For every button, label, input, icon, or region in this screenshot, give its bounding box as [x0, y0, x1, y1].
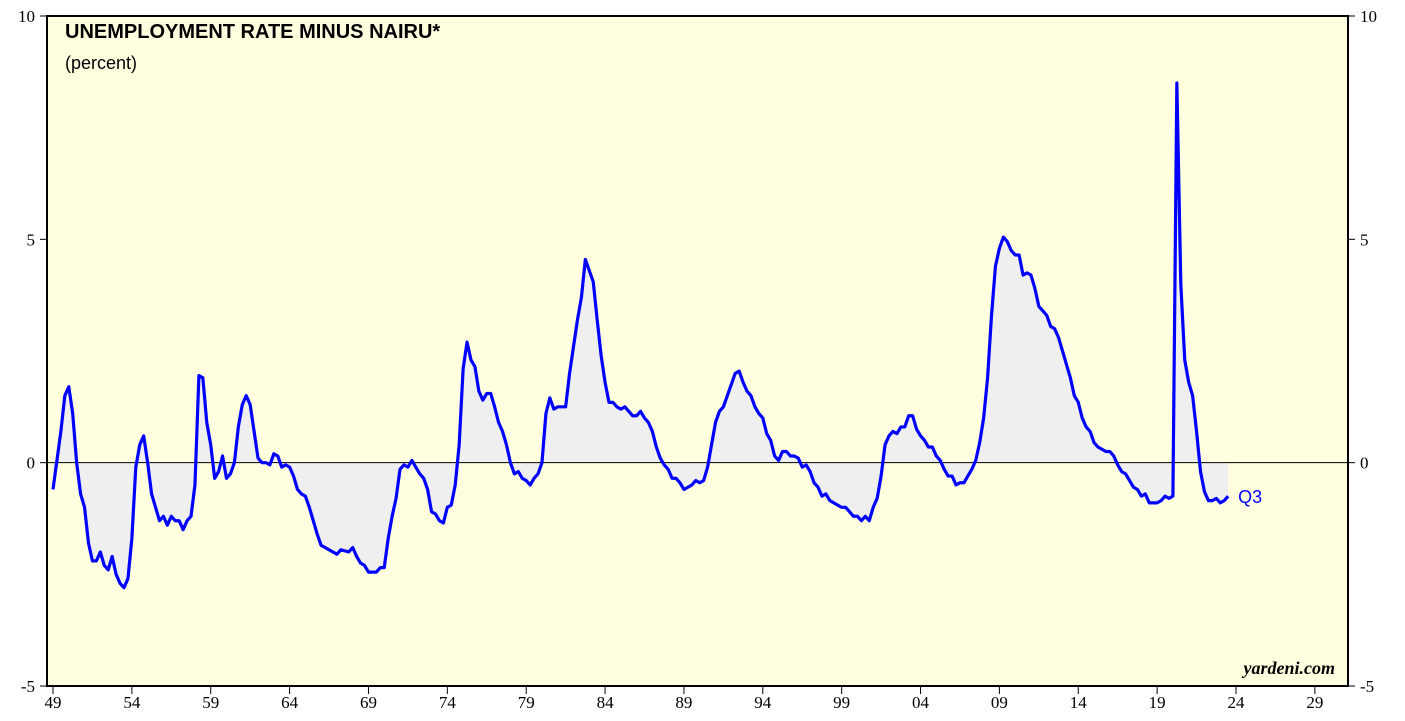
y-tick-label: -5 — [21, 677, 35, 696]
x-tick-label: 19 — [1149, 693, 1166, 712]
y-tick-label: 0 — [27, 454, 36, 473]
x-tick-label: 89 — [675, 693, 692, 712]
y2-tick-label: 5 — [1360, 230, 1369, 249]
x-tick-label: 74 — [439, 693, 457, 712]
x-tick-label: 79 — [518, 693, 535, 712]
y-tick-label: 5 — [27, 230, 36, 249]
chart-subtitle: (percent) — [65, 53, 137, 73]
x-tick-label: 99 — [833, 693, 850, 712]
chart-title: UNEMPLOYMENT RATE MINUS NAIRU* — [65, 21, 440, 43]
area — [52, 83, 1229, 588]
plot-frame — [46, 15, 1349, 687]
x-tick-label: 09 — [991, 693, 1008, 712]
end-annotation: Q3 — [1238, 487, 1262, 507]
y2-tick-label: 10 — [1360, 7, 1377, 26]
y2-tick-label: 0 — [1360, 454, 1369, 473]
x-tick-label: 69 — [360, 693, 377, 712]
line — [51, 81, 1230, 590]
x-tick-label: 59 — [202, 693, 219, 712]
y2-tick-label: -5 — [1360, 677, 1374, 696]
x-tick-label: 94 — [754, 693, 772, 712]
x-tick-label: 49 — [44, 693, 61, 712]
x-tick-label: 84 — [597, 693, 615, 712]
x-tick-label: 14 — [1070, 693, 1088, 712]
x-tick-label: 54 — [123, 693, 141, 712]
source-label: yardeni.com — [1242, 658, 1336, 678]
y-tick-label: 10 — [18, 7, 35, 26]
x-tick-label: 04 — [912, 693, 930, 712]
x-tick-label: 64 — [281, 693, 299, 712]
x-tick-label: 24 — [1228, 693, 1246, 712]
x-tick-label: 29 — [1306, 693, 1323, 712]
plot-background — [47, 16, 1348, 686]
